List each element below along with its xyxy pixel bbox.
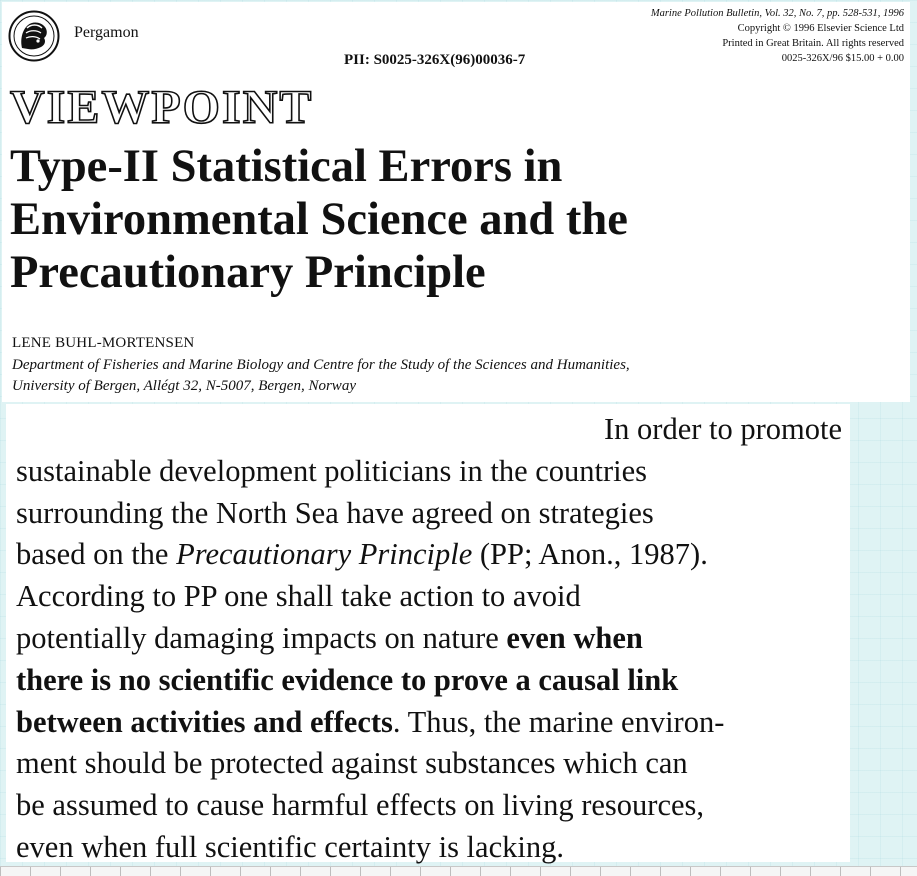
emphasis-bold: between activities and effects: [16, 704, 393, 739]
pii-identifier: PII: S0025-326X(96)00036-7: [344, 52, 526, 68]
title-line: Type-II Statistical Errors in: [10, 141, 563, 192]
affiliation-line: Department of Fisheries and Marine Biolo…: [12, 357, 630, 373]
text-span: In order to promote: [604, 412, 842, 446]
emphasis-italic: Precautionary Principle: [176, 537, 473, 572]
text-line: potentially damaging impacts on nature e…: [16, 618, 842, 660]
pergamon-logo-icon: [8, 10, 60, 62]
text-line: ment should be protected against substan…: [16, 746, 688, 781]
publisher-name: Pergamon: [74, 24, 139, 41]
price-line: 0025-326X/96 $15.00 + 0.00: [781, 53, 904, 64]
emphasis-bold: even when: [506, 620, 643, 655]
printed-line: Printed in Great Britain. All rights res…: [722, 38, 904, 49]
text-line: even when full scientific certainty is l…: [16, 829, 564, 864]
text-span: based on the: [16, 537, 177, 572]
journal-info: Marine Pollution Bulletin, Vol. 32, No. …: [651, 6, 904, 66]
body-paragraph: In order to promote sustainable developm…: [16, 409, 842, 869]
journal-citation: Marine Pollution Bulletin, Vol. 32, No. …: [650, 8, 904, 19]
text-line: sustainable development politicians in t…: [16, 453, 648, 488]
affiliation-line: University of Bergen, Allégt 32, N-5007,…: [12, 378, 356, 394]
text-span: . Thus, the marine environ-: [392, 704, 725, 739]
body-text-panel: In order to promote sustainable developm…: [6, 404, 850, 864]
author-affiliation: Department of Fisheries and Marine Biolo…: [12, 355, 902, 397]
article-header: Pergamon PII: S0025-326X(96)00036-7 Mari…: [2, 2, 910, 402]
text-line: between activities and effects. Thus, th…: [16, 702, 842, 744]
title-line: Environmental Science and the: [10, 194, 628, 245]
text-line: be assumed to cause harmful effects on l…: [16, 788, 705, 823]
text-line: surrounding the North Sea have agreed on…: [16, 495, 654, 530]
text-span: (PP; Anon., 1987).: [472, 537, 708, 572]
author-name: LENE BUHL-MORTENSEN: [12, 335, 195, 351]
text-span: potentially damaging impacts on nature: [16, 620, 507, 655]
text-line: based on the Precautionary Principle (PP…: [16, 534, 842, 576]
text-line: In order to promote: [16, 409, 842, 451]
text-line-bold: there is no scientific evidence to prove…: [16, 662, 679, 697]
copyright-line: Copyright © 1996 Elsevier Science Ltd: [737, 23, 904, 34]
section-label: VIEWPOINT: [9, 81, 314, 135]
article-title: Type-II Statistical Errors in Environmen…: [10, 140, 890, 299]
bottom-ruler: [0, 866, 917, 876]
title-line: Precautionary Principle: [10, 247, 486, 298]
text-line: According to PP one shall take action to…: [16, 579, 581, 614]
